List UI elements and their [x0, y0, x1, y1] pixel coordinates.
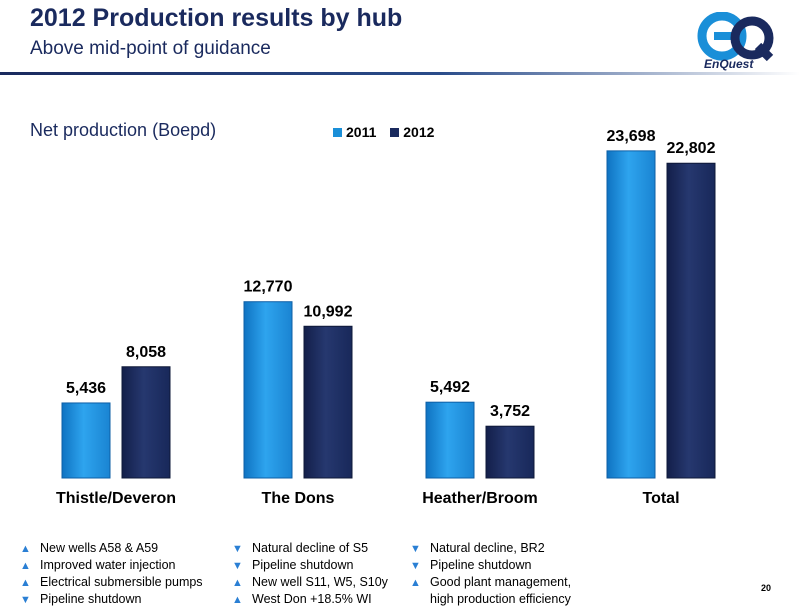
production-bar-chart: 5,436 8,058 12,770 10,992 5,492 3,752 23,698 22… [56, 128, 716, 507]
slide-subtitle: Above mid-point of guidance [30, 38, 271, 59]
note-item: ▲ Electrical submersible pumps [20, 574, 203, 591]
note-text: Good plant management, [430, 575, 572, 589]
down-arrow-icon: ▼ [232, 560, 243, 572]
note-item: ▲ New well S11, W5, S10y [232, 574, 388, 591]
title-rule [0, 72, 800, 75]
category-label-3: Total [642, 490, 679, 507]
value-label-2011-2: 5,492 [430, 379, 470, 396]
note-text: New wells A58 & A59 [40, 541, 159, 555]
measure-label: Net production (Boepd) [30, 120, 217, 140]
enquest-logo-icon [697, 12, 774, 62]
value-label-2011-0: 5,436 [66, 380, 106, 397]
bar-2012-1 [303, 325, 353, 479]
note-text: New well S11, W5, S10y [252, 575, 388, 589]
note-text: Natural decline, BR2 [430, 541, 545, 555]
note-text: West Don +18.5% WI [252, 592, 372, 606]
notes-column-0: ▲ New wells A58 & A59 ▲ Improved water inje… [20, 540, 203, 608]
note-text-continued: high production efficiency [430, 592, 571, 606]
value-label-2012-3: 22,802 [667, 140, 716, 157]
note-text: Improved water injection [40, 558, 176, 572]
note-item: ▼ Pipeline shutdown [232, 557, 388, 574]
down-arrow-icon: ▼ [410, 543, 421, 555]
up-arrow-icon: ▲ [232, 594, 243, 606]
down-arrow-icon: ▼ [232, 543, 243, 555]
note-item: ▲ New wells A58 & A59 [20, 540, 203, 557]
up-arrow-icon: ▲ [232, 577, 243, 589]
legend-item-2011: 2011 [333, 124, 376, 140]
down-arrow-icon: ▼ [20, 594, 31, 606]
up-arrow-icon: ▲ [410, 577, 421, 589]
note-text: Natural decline of S5 [252, 541, 369, 555]
bar-2012-0 [121, 366, 171, 479]
value-label-2012-0: 8,058 [126, 344, 166, 361]
notes-column-2: ▼ Natural decline, BR2 ▼ Pipeline shutdown ▲… [410, 540, 571, 607]
value-label-2011-1: 12,770 [244, 279, 293, 296]
note-text: Electrical submersible pumps [40, 575, 203, 589]
note-item: ▲ Good plant management, [410, 574, 571, 591]
legend-item-2012: 2012 [390, 124, 434, 140]
value-label-2012-2: 3,752 [490, 403, 530, 420]
note-item: ▲ Improved water injection [20, 557, 203, 574]
note-item: ▼ Pipeline shutdown [410, 557, 571, 574]
up-arrow-icon: ▲ [20, 543, 31, 555]
notes-column-1: ▼ Natural decline of S5 ▼ Pipeline shutdown… [232, 540, 388, 608]
value-label-2012-1: 10,992 [304, 303, 353, 320]
up-arrow-icon: ▲ [20, 560, 31, 572]
note-text: Pipeline shutdown [40, 592, 142, 606]
bar-2012-3 [666, 162, 716, 479]
up-arrow-icon: ▲ [20, 577, 31, 589]
down-arrow-icon: ▼ [410, 560, 421, 572]
bar-2012-2 [485, 425, 535, 479]
category-label-0: Thistle/Deveron [56, 490, 176, 507]
bar-2011-0 [61, 402, 111, 479]
slide-title: 2012 Production results by hub [30, 4, 403, 32]
note-item: ▼ Natural decline, BR2 [410, 540, 571, 557]
enquest-logo-text: EnQuest [704, 57, 754, 71]
category-label-1: The Dons [262, 490, 335, 507]
value-label-2011-3: 23,698 [607, 128, 656, 145]
category-label-2: Heather/Broom [422, 490, 538, 507]
chart-legend: 2011 2012 [333, 124, 444, 140]
note-item: ▼ Natural decline of S5 [232, 540, 388, 557]
bar-2011-2 [425, 401, 475, 479]
page-number: 20 [761, 583, 772, 593]
note-text: Pipeline shutdown [252, 558, 354, 572]
note-text: Pipeline shutdown [430, 558, 532, 572]
bar-2011-1 [243, 301, 293, 479]
bar-2011-3 [606, 150, 656, 479]
